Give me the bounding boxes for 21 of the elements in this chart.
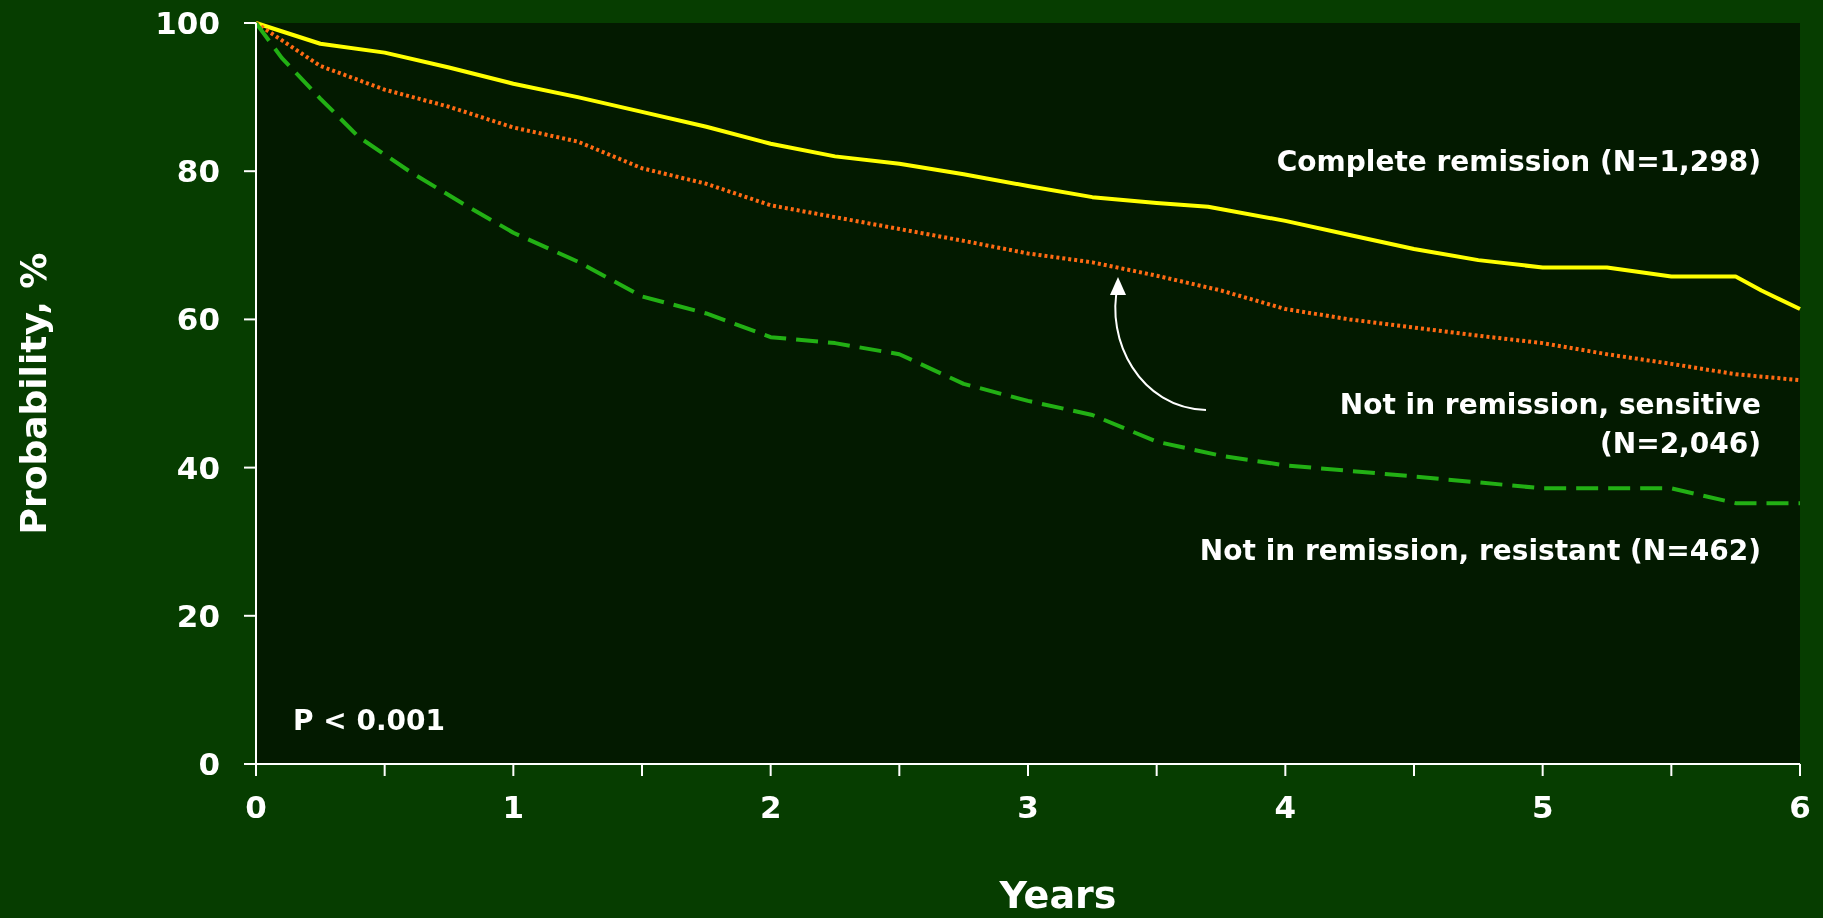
annotation: P < 0.001 (293, 704, 446, 737)
x-tick-label: 2 (759, 789, 782, 825)
x-tick-label: 1 (502, 789, 525, 825)
x-tick-label: 5 (1531, 789, 1554, 825)
x-tick-label: 3 (1017, 789, 1039, 825)
y-tick-label: 40 (176, 449, 220, 486)
x-axis-title: Years (998, 873, 1117, 917)
y-tick-label: 20 (176, 597, 220, 634)
series-label: Not in remission, resistant (N=462) (1199, 534, 1761, 567)
line-series (254, 21, 1802, 312)
y-axis-title: Probability, % (13, 252, 54, 535)
x-tick-label: 0 (245, 789, 267, 825)
series-label: Not in remission, sensitive (N=2,046) (1339, 388, 1761, 460)
series-label: Complete remission (N=1,298) (1276, 145, 1761, 178)
x-tick-label: 6 (1789, 789, 1811, 825)
y-tick-label: 60 (176, 301, 220, 338)
line-series (254, 21, 1802, 506)
y-tick-label: 80 (176, 153, 220, 190)
y-tick-label: 100 (155, 5, 220, 41)
y-tick-label: 0 (198, 746, 220, 782)
x-tick-label: 4 (1274, 789, 1297, 825)
